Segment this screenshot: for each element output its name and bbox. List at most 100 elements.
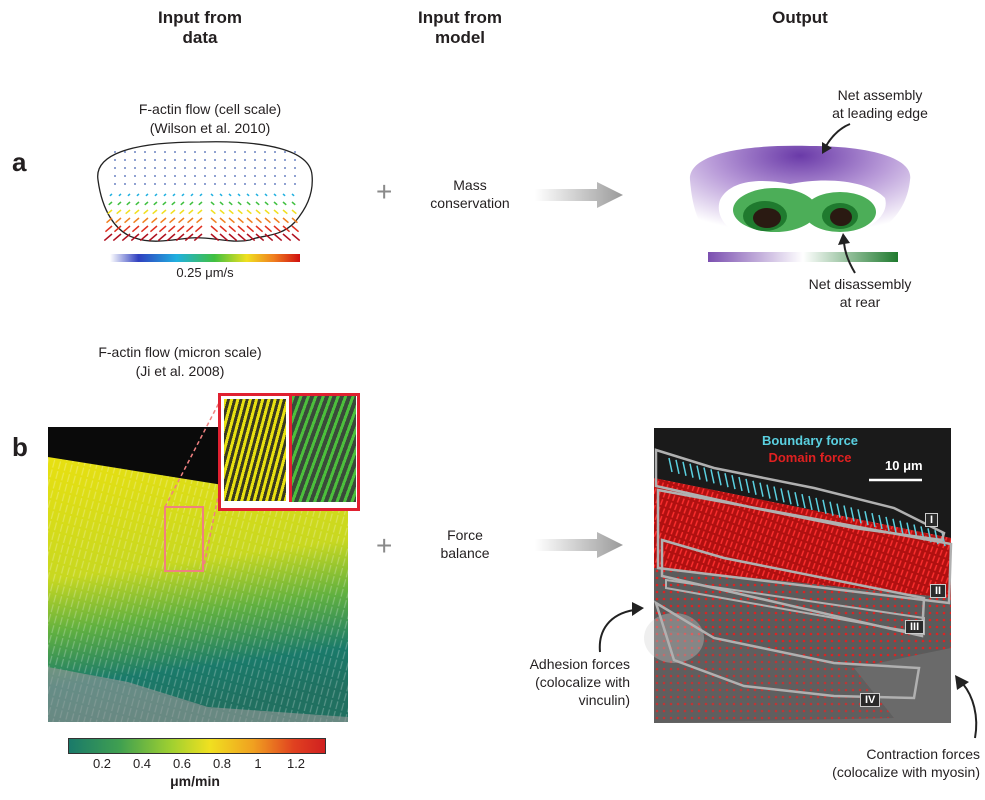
boundary-force-vector bbox=[710, 469, 715, 484]
flow-arrow bbox=[273, 193, 277, 197]
flow-arrow bbox=[246, 217, 253, 224]
boundary-force-vector bbox=[738, 476, 743, 492]
flow-arrow bbox=[125, 209, 131, 215]
boundary-force-vector bbox=[885, 516, 890, 532]
assembly-colorbar bbox=[708, 252, 898, 262]
flow-arrow bbox=[264, 201, 269, 206]
flow-dot bbox=[224, 159, 226, 161]
flow-arrow bbox=[180, 201, 185, 206]
flow-arrow bbox=[106, 217, 113, 224]
flow-dot bbox=[184, 175, 186, 177]
boundary-force-vector bbox=[808, 495, 813, 511]
flow-arrow bbox=[210, 217, 217, 224]
region-label-iii: III bbox=[905, 620, 925, 634]
flow-dot bbox=[264, 167, 266, 169]
flow-arrow bbox=[144, 201, 149, 206]
colorbar-tick: 1.2 bbox=[286, 756, 306, 771]
region-label-i: I bbox=[925, 513, 939, 527]
flow-arrow bbox=[170, 209, 176, 215]
flow-arrow bbox=[136, 193, 140, 197]
panel-b-plus: + bbox=[376, 530, 393, 561]
flow-dot bbox=[294, 167, 296, 169]
flow-dot bbox=[114, 167, 116, 169]
flow-dot bbox=[154, 175, 156, 177]
flow-arrow bbox=[237, 217, 244, 224]
flow-dot bbox=[214, 175, 216, 177]
header-output: Output bbox=[772, 8, 828, 27]
flow-dot bbox=[164, 183, 166, 185]
flow-dot bbox=[164, 159, 166, 161]
flow-dot bbox=[124, 175, 126, 177]
boundary-force-vector bbox=[815, 497, 820, 513]
colorbar-tick: 0.6 bbox=[172, 756, 192, 771]
flow-dot bbox=[234, 175, 236, 177]
flow-dot bbox=[224, 175, 226, 177]
velocity-colorbar bbox=[68, 738, 326, 754]
boundary-force-vector bbox=[703, 467, 708, 482]
flow-arrow bbox=[116, 209, 122, 215]
flow-dot bbox=[174, 183, 176, 185]
flow-arrow bbox=[175, 233, 185, 242]
flow-dot bbox=[184, 183, 186, 185]
flow-arrow bbox=[228, 217, 235, 224]
flow-arrow bbox=[264, 209, 270, 215]
flow-arrow bbox=[237, 209, 243, 215]
flow-dot bbox=[234, 183, 236, 185]
flow-arrow bbox=[149, 225, 158, 233]
flow-arrow bbox=[273, 209, 279, 215]
flow-dot bbox=[164, 167, 166, 169]
flow-dot bbox=[264, 151, 266, 153]
colorbar-tick: 0.8 bbox=[212, 756, 232, 771]
flow-arrow bbox=[131, 225, 140, 233]
flow-dot bbox=[164, 175, 166, 177]
boundary-force-vector bbox=[794, 492, 799, 507]
flow-dot bbox=[294, 151, 296, 153]
flow-arrow bbox=[145, 193, 149, 197]
flow-arrow bbox=[282, 209, 288, 215]
flow-dot bbox=[274, 175, 276, 177]
flow-arrow bbox=[115, 217, 122, 224]
flow-dot bbox=[234, 159, 236, 161]
flow-arrow bbox=[273, 225, 282, 233]
flow-arrow bbox=[246, 225, 255, 233]
boundary-force-vector bbox=[787, 490, 792, 505]
flow-arrow bbox=[273, 201, 278, 206]
flow-dot bbox=[224, 167, 226, 169]
flow-arrow bbox=[171, 201, 176, 206]
boundary-force-vector bbox=[773, 486, 778, 501]
annotation-adhesion-forces: Adhesion forces (colocalize with vinculi… bbox=[529, 656, 630, 708]
flow-arrow bbox=[255, 209, 261, 215]
scale-bar-label: 10 μm bbox=[885, 458, 923, 473]
boundary-force-vector bbox=[843, 505, 848, 520]
annotation-net-disassembly: Net disassembly at rear bbox=[808, 276, 912, 310]
flow-arrow bbox=[246, 201, 251, 206]
flow-arrow bbox=[228, 233, 238, 242]
flow-dot bbox=[244, 159, 246, 161]
boundary-force-vector bbox=[864, 511, 869, 526]
flow-dot bbox=[194, 175, 196, 177]
flow-arrow bbox=[255, 217, 262, 224]
flow-dot bbox=[174, 167, 176, 169]
flow-arrow bbox=[185, 225, 194, 233]
flow-dot bbox=[144, 183, 146, 185]
panel-a-model-label: Mass conservation bbox=[430, 177, 510, 211]
header-input-from-data: Input from data bbox=[157, 8, 243, 47]
net-disassembly-arrow-icon bbox=[838, 233, 856, 274]
boundary-force-vector bbox=[682, 461, 687, 476]
flow-arrow bbox=[282, 193, 286, 197]
boundary-force-vector bbox=[780, 488, 785, 503]
flow-arrow bbox=[184, 233, 194, 242]
flow-dot bbox=[184, 167, 186, 169]
flow-dot bbox=[134, 159, 136, 161]
flow-arrow bbox=[291, 193, 295, 197]
flow-dot bbox=[134, 175, 136, 177]
flow-dot bbox=[284, 167, 286, 169]
flow-arrow bbox=[264, 225, 273, 233]
flow-arrow bbox=[255, 193, 259, 197]
flow-arrow bbox=[188, 209, 194, 215]
boundary-force-vector bbox=[878, 514, 883, 530]
flow-dot bbox=[154, 167, 156, 169]
boundary-force-vector bbox=[836, 503, 841, 518]
boundary-force-vector bbox=[717, 471, 722, 486]
boundary-force-vector bbox=[724, 473, 729, 488]
